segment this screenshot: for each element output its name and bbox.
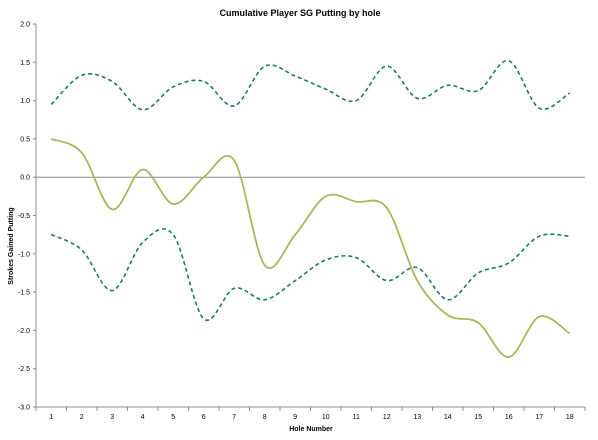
y-tick-label: 1.0: [20, 98, 30, 105]
x-tick-label: 10: [322, 414, 330, 421]
axis-layer: [33, 23, 586, 411]
x-tick-label: 1: [49, 414, 53, 421]
x-tick-label: 11: [353, 414, 360, 421]
y-tick-label: 0.0: [20, 175, 30, 182]
x-tick-label: 17: [535, 414, 543, 421]
x-tick-label: 18: [566, 414, 574, 421]
tick-label-layer: 2.0 1.5 1.0 0.5 0.0 -0.5 -1.0 -1.5 -2.0 -2.5 -3.0 1…: [18, 22, 574, 422]
x-tick-label: 9: [293, 414, 297, 421]
series-layer: [50, 59, 571, 359]
x-axis-title: Hole Number: [289, 426, 333, 433]
y-tick-label: -2.0: [18, 328, 30, 335]
x-tick-label: 5: [171, 414, 175, 421]
x-tick-label: 3: [110, 414, 114, 421]
x-tick-label: 12: [383, 414, 391, 421]
y-axis-title: Strokes Gained Putting: [8, 207, 15, 284]
y-tick-label: -2.5: [18, 366, 30, 373]
player-line: [50, 138, 571, 359]
y-tick-label: -0.5: [18, 213, 30, 220]
y-tick-label: 0.5: [20, 136, 30, 143]
y-tick-label: 1.5: [20, 60, 30, 67]
x-tick-label: 2: [80, 414, 84, 421]
y-tick-label: 2.0: [20, 22, 30, 29]
y-tick-label: -1.0: [18, 251, 30, 258]
x-tick-label: 8: [263, 414, 267, 421]
lower-band-line: [50, 228, 570, 322]
chart-title: Cumulative Player SG Putting by hole: [219, 8, 380, 18]
x-tick-label: 14: [444, 414, 452, 421]
x-tick-label: 15: [474, 414, 482, 421]
y-tick-label: -3.0: [18, 405, 30, 412]
y-tick-label: -1.5: [18, 290, 30, 297]
x-tick-label: 6: [202, 414, 206, 421]
x-tick-label: 16: [505, 414, 513, 421]
upper-band-line: [50, 59, 571, 111]
x-tick-label: 7: [232, 414, 236, 421]
x-tick-label: 4: [141, 414, 145, 421]
x-tick-label: 13: [413, 414, 421, 421]
